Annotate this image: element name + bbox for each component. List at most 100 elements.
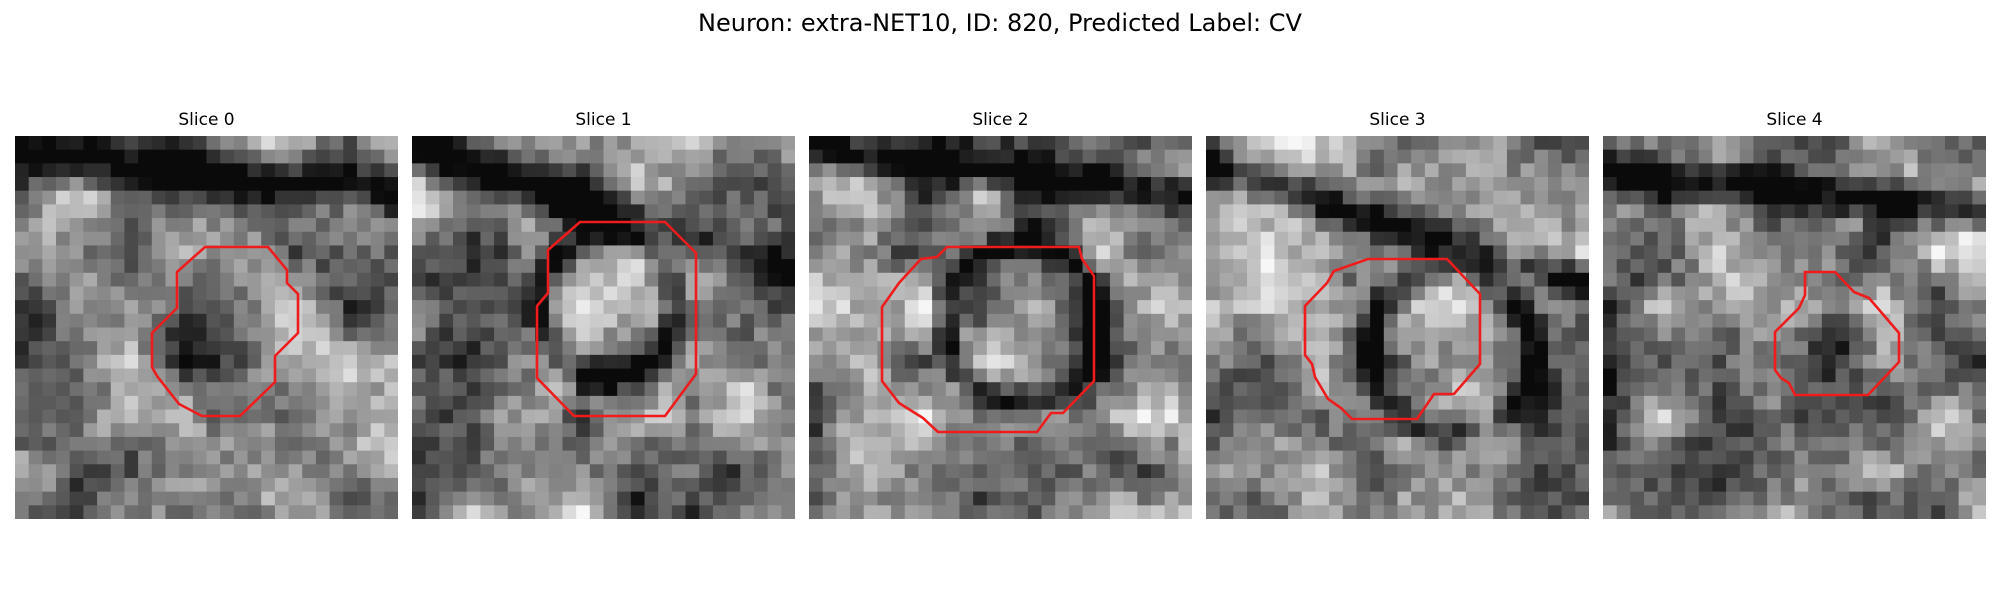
image-pixel — [1644, 245, 1659, 260]
image-pixel — [726, 368, 741, 383]
image-pixel — [138, 505, 153, 519]
image-pixel — [274, 272, 290, 288]
image-pixel — [1068, 204, 1084, 219]
image-pixel — [356, 313, 372, 329]
image-pixel — [945, 327, 961, 342]
image-pixel — [1301, 491, 1317, 506]
image-pixel — [1739, 327, 1755, 342]
image-pixel — [439, 436, 454, 452]
image-pixel — [1315, 190, 1330, 205]
image-pixel — [83, 177, 98, 192]
image-pixel — [288, 313, 303, 329]
image-pixel — [288, 286, 303, 301]
image-pixel — [1233, 436, 1248, 452]
image-pixel — [1424, 477, 1440, 493]
image-pixel — [1397, 395, 1412, 411]
image-pixel — [1055, 464, 1070, 479]
image-pixel — [658, 341, 673, 356]
image-pixel — [1329, 163, 1344, 178]
image-pixel — [15, 409, 30, 424]
image-pixel — [370, 395, 385, 411]
image-pixel — [644, 272, 659, 288]
image-pixel — [1739, 272, 1755, 288]
image-pixel — [1068, 231, 1084, 247]
image-pixel — [1972, 341, 1986, 356]
image-pixel — [1780, 204, 1796, 219]
image-pixel — [1849, 382, 1864, 397]
image-pixel — [562, 368, 577, 383]
image-pixel — [1630, 409, 1645, 424]
image-pixel — [343, 341, 358, 356]
image-pixel — [1274, 163, 1289, 178]
image-pixel — [261, 300, 276, 315]
image-pixel — [370, 382, 385, 397]
image-pixel — [1247, 163, 1262, 178]
image-pixel — [685, 204, 700, 219]
image-pixel — [1671, 491, 1686, 506]
image-pixel — [124, 259, 139, 274]
image-pixel — [110, 259, 126, 274]
image-pixel — [1465, 218, 1481, 233]
image-pixel — [1603, 491, 1618, 506]
image-pixel — [1027, 204, 1043, 219]
image-pixel — [151, 409, 167, 424]
image-pixel — [1944, 204, 1960, 219]
image-pixel — [1041, 313, 1056, 329]
image-pixel — [274, 423, 290, 438]
image-pixel — [1370, 272, 1385, 288]
image-pixel — [1958, 327, 1973, 342]
image-pixel — [1096, 218, 1111, 233]
image-pixel — [562, 313, 577, 329]
image-pixel — [42, 341, 57, 356]
image-pixel — [1164, 190, 1179, 205]
image-pixel — [1849, 491, 1864, 506]
image-pixel — [822, 409, 837, 424]
image-pixel — [877, 436, 892, 452]
image-pixel — [1000, 163, 1015, 178]
image-pixel — [1726, 136, 1741, 151]
image-pixel — [1561, 190, 1576, 205]
image-pixel — [315, 286, 331, 301]
image-pixel — [1383, 231, 1399, 247]
image-pixel — [1739, 423, 1755, 438]
image-pixel — [1862, 163, 1878, 178]
image-pixel — [466, 368, 481, 383]
image-pixel — [28, 177, 43, 192]
image-pixel — [603, 313, 618, 329]
image-pixel — [124, 300, 139, 315]
image-pixel — [1835, 259, 1850, 274]
image-pixel — [1479, 395, 1494, 411]
image-pixel — [1534, 149, 1549, 164]
image-pixel — [28, 491, 43, 506]
image-pixel — [507, 149, 523, 164]
image-pixel — [1123, 327, 1138, 342]
image-pixel — [1082, 491, 1097, 506]
image-pixel — [1657, 149, 1672, 164]
image-pixel — [918, 341, 933, 356]
image-pixel — [1206, 368, 1221, 383]
image-pixel — [1329, 190, 1344, 205]
image-pixel — [850, 477, 865, 493]
image-pixel — [97, 327, 112, 342]
image-pixel — [1014, 218, 1029, 233]
image-pixel — [315, 259, 331, 274]
image-pixel — [1808, 491, 1823, 506]
image-pixel — [466, 163, 481, 178]
image-pixel — [28, 259, 43, 274]
image-pixel — [15, 395, 30, 411]
image-pixel — [1753, 341, 1768, 356]
image-pixel — [986, 259, 1002, 274]
image-pixel — [247, 436, 262, 452]
image-pixel — [1547, 149, 1563, 164]
image-pixel — [1547, 409, 1563, 424]
image-pixel — [1274, 300, 1289, 315]
image-pixel — [466, 218, 481, 233]
image-pixel — [1506, 464, 1522, 479]
image-pixel — [1849, 341, 1864, 356]
image-pixel — [1397, 505, 1412, 519]
image-pixel — [1862, 136, 1878, 151]
image-pixel — [1575, 259, 1589, 274]
image-pixel — [1452, 300, 1467, 315]
image-pixel — [1739, 231, 1755, 247]
image-pixel — [1972, 354, 1986, 370]
